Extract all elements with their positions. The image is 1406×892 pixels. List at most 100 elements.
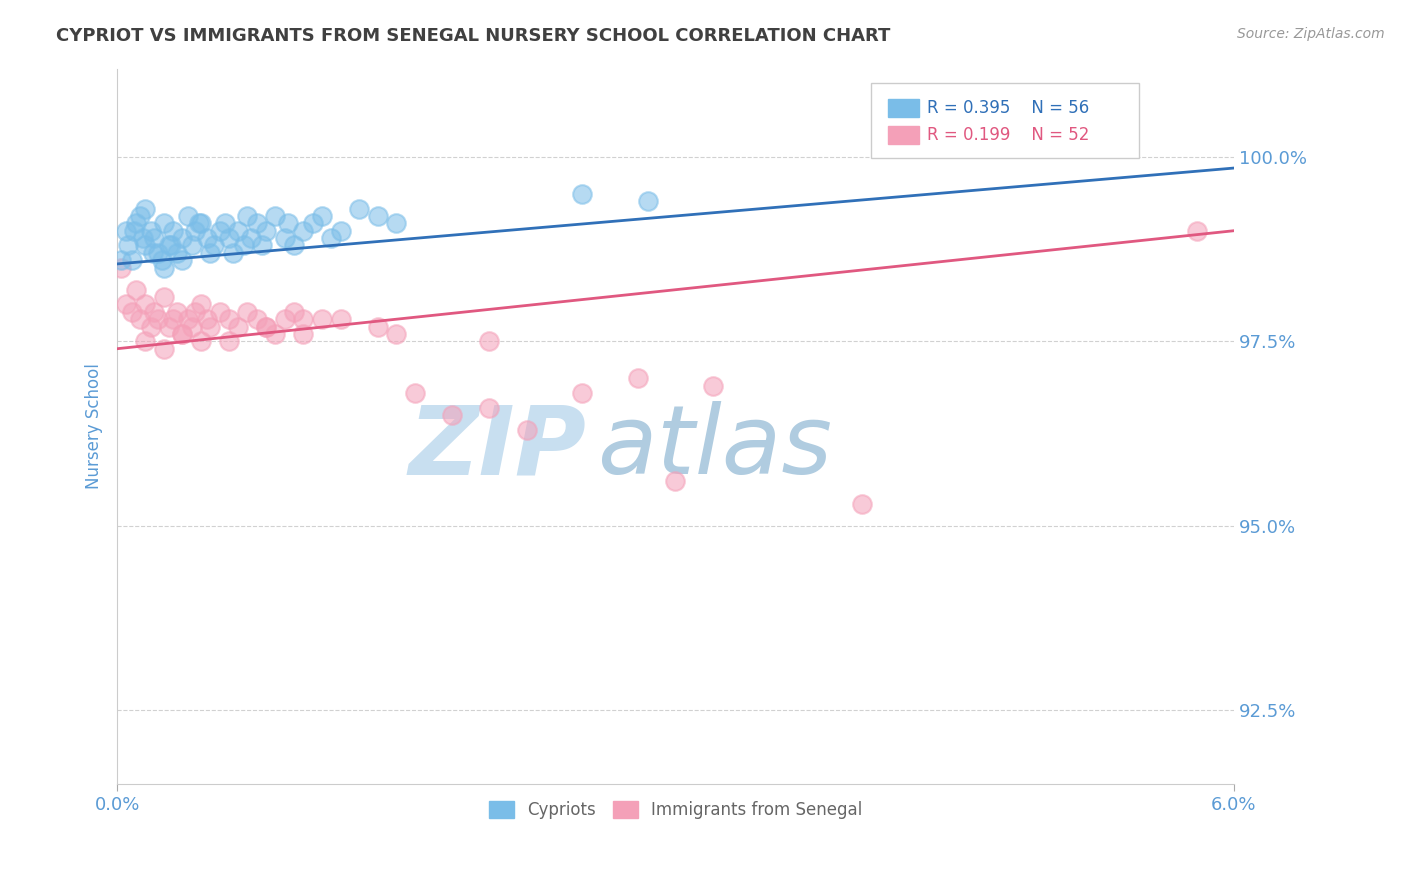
Point bbox=[367, 209, 389, 223]
Point bbox=[329, 224, 352, 238]
Y-axis label: Nursery School: Nursery School bbox=[86, 363, 103, 489]
Point bbox=[283, 238, 305, 252]
Point bbox=[180, 319, 202, 334]
Point bbox=[143, 231, 166, 245]
Legend: Cypriots, Immigrants from Senegal: Cypriots, Immigrants from Senegal bbox=[482, 794, 869, 825]
Text: CYPRIOT VS IMMIGRANTS FROM SENEGAL NURSERY SCHOOL CORRELATION CHART: CYPRIOT VS IMMIGRANTS FROM SENEGAL NURSE… bbox=[56, 27, 890, 45]
Point bbox=[184, 305, 207, 319]
Point bbox=[246, 216, 269, 230]
Point bbox=[236, 209, 259, 223]
Point bbox=[115, 224, 138, 238]
Point bbox=[152, 290, 174, 304]
Point bbox=[190, 334, 212, 349]
Point bbox=[141, 245, 163, 260]
Point bbox=[134, 238, 156, 252]
Point bbox=[218, 334, 240, 349]
Point bbox=[160, 238, 183, 252]
Point bbox=[139, 319, 162, 334]
Point bbox=[200, 245, 222, 260]
Point bbox=[115, 297, 138, 311]
Point bbox=[177, 312, 200, 326]
Point bbox=[125, 283, 148, 297]
Point bbox=[571, 186, 593, 201]
FancyBboxPatch shape bbox=[870, 83, 1139, 158]
Point bbox=[218, 312, 240, 326]
Point bbox=[157, 238, 180, 252]
Point bbox=[128, 312, 150, 326]
Point bbox=[232, 238, 254, 252]
Point bbox=[264, 209, 287, 223]
Point bbox=[195, 312, 218, 326]
Point bbox=[162, 312, 184, 326]
Point bbox=[571, 386, 593, 401]
Point bbox=[202, 238, 225, 252]
Point bbox=[184, 224, 207, 238]
Point bbox=[221, 245, 243, 260]
Point bbox=[252, 238, 274, 252]
Point bbox=[240, 231, 263, 245]
Point bbox=[125, 216, 148, 230]
Point bbox=[347, 202, 370, 216]
Point bbox=[218, 231, 240, 245]
Point bbox=[172, 326, 194, 341]
Point bbox=[128, 209, 150, 223]
Point bbox=[236, 305, 259, 319]
Point bbox=[152, 260, 174, 275]
Point bbox=[139, 224, 162, 238]
Point bbox=[188, 216, 211, 230]
Point bbox=[214, 216, 236, 230]
Point bbox=[311, 312, 333, 326]
Point bbox=[110, 260, 132, 275]
Point bbox=[329, 312, 352, 326]
Point bbox=[226, 319, 249, 334]
Text: ZIP: ZIP bbox=[408, 401, 586, 494]
Point bbox=[441, 408, 464, 422]
Point bbox=[277, 216, 299, 230]
Point bbox=[190, 216, 212, 230]
Point bbox=[292, 224, 315, 238]
Point bbox=[321, 231, 343, 245]
Point bbox=[404, 386, 426, 401]
Point bbox=[152, 216, 174, 230]
Point bbox=[851, 497, 873, 511]
Point bbox=[146, 312, 169, 326]
Point bbox=[150, 253, 173, 268]
Point bbox=[110, 253, 132, 268]
Point bbox=[172, 326, 194, 341]
Point bbox=[208, 224, 231, 238]
Point bbox=[226, 224, 249, 238]
Point bbox=[385, 216, 408, 230]
FancyBboxPatch shape bbox=[887, 99, 920, 117]
Point bbox=[121, 305, 143, 319]
Point bbox=[292, 312, 315, 326]
Point bbox=[172, 231, 194, 245]
Point bbox=[146, 245, 169, 260]
Point bbox=[117, 238, 139, 252]
Point bbox=[143, 305, 166, 319]
Text: atlas: atlas bbox=[598, 401, 832, 494]
Point bbox=[132, 231, 155, 245]
Point bbox=[264, 326, 287, 341]
Point bbox=[208, 305, 231, 319]
Text: R = 0.395    N = 56: R = 0.395 N = 56 bbox=[927, 99, 1090, 117]
Point bbox=[311, 209, 333, 223]
Point bbox=[121, 253, 143, 268]
Point bbox=[292, 326, 315, 341]
Point bbox=[385, 326, 408, 341]
Point bbox=[254, 319, 277, 334]
Text: R = 0.199    N = 52: R = 0.199 N = 52 bbox=[927, 126, 1090, 144]
Point bbox=[152, 342, 174, 356]
Point bbox=[283, 305, 305, 319]
Point bbox=[134, 297, 156, 311]
Point bbox=[157, 319, 180, 334]
Point bbox=[273, 312, 295, 326]
Point bbox=[637, 194, 659, 209]
Point bbox=[177, 209, 200, 223]
Point bbox=[180, 238, 202, 252]
Point bbox=[134, 202, 156, 216]
Point bbox=[478, 401, 501, 415]
Point bbox=[195, 231, 218, 245]
Point bbox=[301, 216, 323, 230]
Text: Source: ZipAtlas.com: Source: ZipAtlas.com bbox=[1237, 27, 1385, 41]
Point bbox=[1185, 224, 1208, 238]
